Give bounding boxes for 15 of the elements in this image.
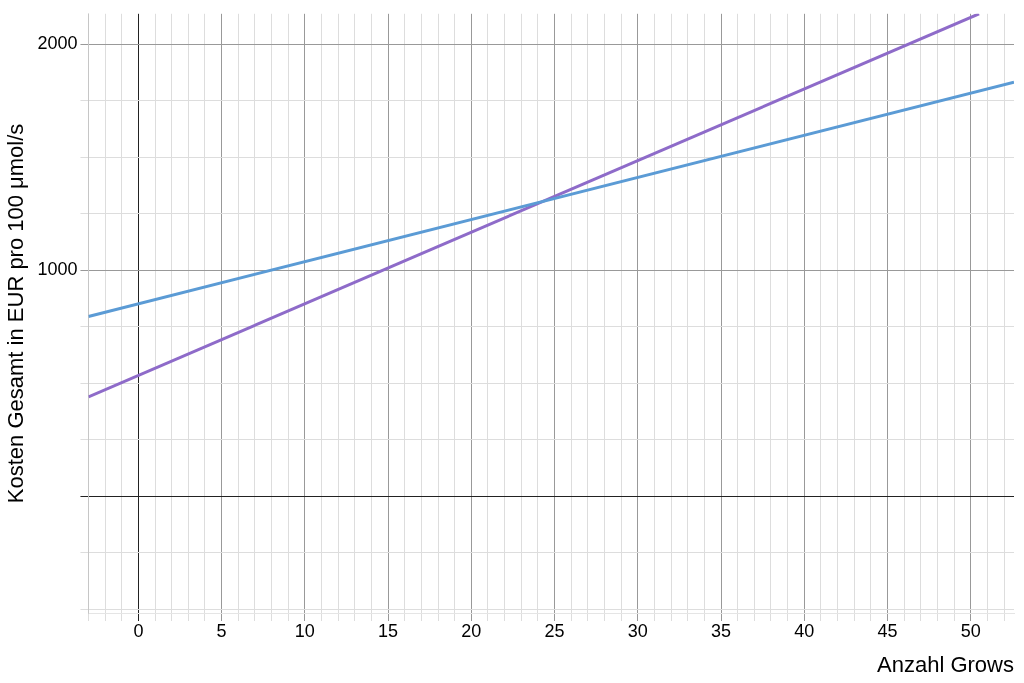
x-tick-label: 0 bbox=[133, 620, 144, 641]
x-tick-label: 40 bbox=[794, 620, 815, 641]
x-tick-label: 5 bbox=[216, 620, 227, 641]
x-tick-label: 35 bbox=[711, 620, 732, 641]
y-axis-title: Kosten Gesamt in EUR pro 100 μmol/s bbox=[3, 123, 29, 504]
x-axis-title: Anzahl Grows bbox=[877, 651, 1014, 677]
x-tick-label: 30 bbox=[627, 620, 648, 641]
y-tick-label: 2000 bbox=[37, 33, 78, 54]
x-tick-label: 15 bbox=[378, 620, 399, 641]
x-tick-label: 25 bbox=[544, 620, 565, 641]
x-tick-label: 45 bbox=[877, 620, 898, 641]
x-tick-label: 20 bbox=[461, 620, 482, 641]
x-tick-label: 10 bbox=[294, 620, 315, 641]
x-tick-label: 50 bbox=[960, 620, 981, 641]
y-tick-label: 1000 bbox=[37, 259, 78, 280]
